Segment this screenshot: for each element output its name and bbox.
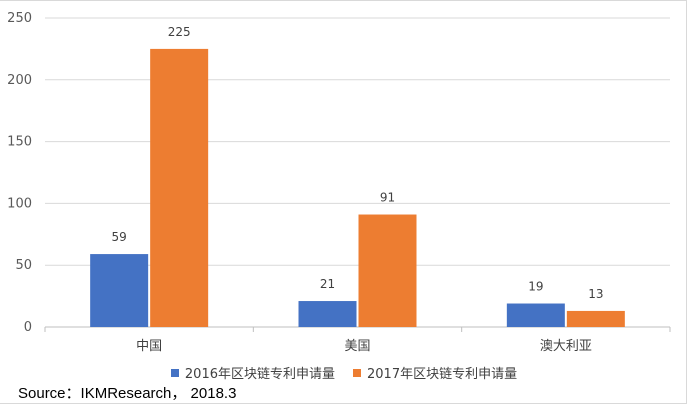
y-tick-label: 50	[15, 258, 32, 273]
source-note: Source：IKMResearch， 2018.3	[18, 385, 237, 402]
bar-chart: 0 50 100 150 200 250 中国 59 225 美国 21 91 澳大利亚 19 13	[7, 11, 671, 354]
y-tick-label: 100	[7, 196, 32, 211]
x-category-label: 中国	[136, 339, 162, 354]
legend-swatch-2016	[170, 368, 179, 377]
bar-2016	[298, 301, 357, 327]
bar-2017	[358, 214, 417, 327]
bar-2016	[506, 303, 565, 327]
legend: 2016年区块链专利申请量 2017年区块链专利申请量	[0, 363, 688, 382]
y-tick-label: 250	[7, 11, 32, 26]
bar-2017	[150, 48, 209, 328]
legend-item-2016: 2016年区块链专利申请量	[170, 363, 335, 382]
data-label: 13	[588, 287, 603, 301]
x-category-label: 美国	[344, 339, 370, 354]
legend-swatch-2017	[353, 368, 361, 377]
bar-2017	[566, 310, 625, 327]
data-label: 59	[112, 230, 127, 244]
legend-label-2017: 2017年区块链专利申请量	[367, 367, 518, 382]
legend-item-2017: 2017年区块链专利申请量	[353, 363, 517, 382]
data-label: 21	[320, 277, 335, 291]
bar-2016	[90, 254, 149, 327]
y-tick-label: 0	[24, 320, 32, 335]
y-tick-label: 150	[7, 135, 32, 150]
data-label: 225	[168, 25, 191, 39]
x-category-label: 澳大利亚	[540, 338, 592, 354]
legend-label-2016: 2016年区块链专利申请量	[184, 367, 335, 382]
data-label: 19	[528, 280, 543, 294]
data-label: 91	[380, 191, 395, 205]
y-tick-label: 200	[7, 73, 32, 88]
